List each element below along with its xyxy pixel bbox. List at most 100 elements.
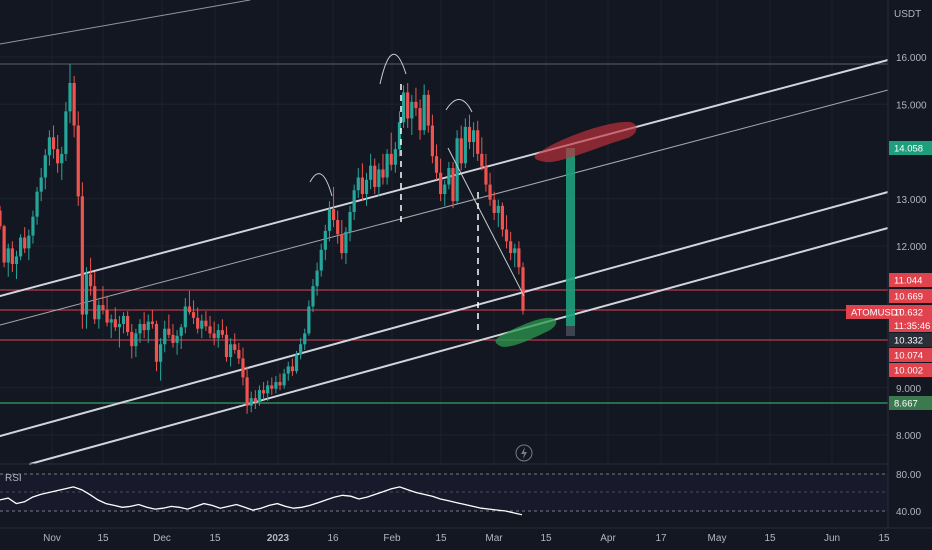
price-tag-10632[interactable] bbox=[889, 305, 932, 319]
symbol-tag[interactable] bbox=[846, 305, 889, 319]
candle-body bbox=[418, 108, 422, 131]
x-tick-label: 17 bbox=[655, 533, 667, 544]
x-tick-label: Feb bbox=[383, 533, 401, 544]
y-tick-label: 9.000 bbox=[896, 384, 921, 395]
red-target-zone[interactable] bbox=[534, 121, 637, 163]
candle-body bbox=[0, 210, 2, 227]
lightning-icon[interactable] bbox=[515, 444, 533, 462]
candle-body bbox=[14, 256, 19, 264]
candle-body bbox=[492, 199, 496, 213]
candle-body bbox=[126, 315, 130, 332]
candle-body bbox=[286, 366, 290, 374]
candle-body bbox=[311, 286, 315, 307]
level-tag-10332[interactable] bbox=[889, 333, 932, 347]
candle-body bbox=[80, 196, 84, 315]
price-tag-10074-label: 10.074 bbox=[894, 351, 923, 362]
countdown-label: 11:35:46 bbox=[894, 321, 930, 332]
channel-line-bottom[interactable] bbox=[29, 227, 889, 465]
candle-body bbox=[245, 377, 249, 406]
candle-body bbox=[76, 125, 80, 197]
candle-body bbox=[220, 330, 224, 335]
candle-body bbox=[56, 149, 60, 164]
candle-body bbox=[389, 153, 393, 165]
candle-body bbox=[270, 385, 274, 389]
y-tick-label: 8.000 bbox=[896, 431, 921, 442]
candle-body bbox=[163, 328, 167, 345]
candle-body bbox=[348, 211, 352, 232]
candle-body bbox=[109, 319, 113, 323]
y-tick-label: 12.000 bbox=[896, 242, 927, 253]
rsi-pane bbox=[0, 465, 888, 529]
candle-body bbox=[397, 122, 402, 150]
x-tick-label: Jun bbox=[824, 533, 840, 544]
candle-body bbox=[261, 390, 266, 394]
price-tag-10002-label: 10.002 bbox=[894, 366, 923, 377]
y-tick-label: 13.000 bbox=[896, 195, 927, 206]
target-bar-base bbox=[566, 326, 575, 336]
candle-body bbox=[484, 166, 488, 185]
candle-body bbox=[307, 306, 311, 334]
target-bar[interactable] bbox=[566, 148, 575, 326]
green-entry-zone[interactable] bbox=[495, 317, 557, 347]
candle-body bbox=[352, 190, 356, 212]
level-tag-10669-label: 10.669 bbox=[894, 292, 923, 303]
candle-body bbox=[377, 169, 381, 187]
price-tag-10074[interactable] bbox=[889, 348, 932, 362]
channel-line-lower[interactable] bbox=[0, 191, 889, 437]
candle-body bbox=[360, 177, 364, 195]
x-tick-label: Apr bbox=[600, 533, 616, 544]
candle-body bbox=[319, 249, 323, 271]
candle-body bbox=[294, 354, 299, 372]
candle-body bbox=[336, 220, 340, 235]
candle-body bbox=[303, 333, 307, 345]
channel-line-upper[interactable] bbox=[0, 59, 889, 297]
price-tags[interactable]: 11.044 10.669 10.332 8.667 14.058 10.632ATOMU… bbox=[846, 141, 932, 410]
candle-body bbox=[455, 138, 459, 202]
candle-body bbox=[175, 335, 179, 343]
candle-body bbox=[410, 101, 414, 119]
level-tag-11044[interactable] bbox=[889, 273, 932, 287]
level-tag-10669[interactable] bbox=[889, 289, 932, 303]
candle-body bbox=[200, 320, 204, 329]
price-tag-14058[interactable] bbox=[889, 141, 932, 155]
candle-body bbox=[64, 111, 68, 154]
x-tick-label: 15 bbox=[209, 533, 221, 544]
level-tag-10332-label: 10.332 bbox=[894, 336, 923, 347]
candle-body bbox=[47, 137, 52, 156]
candle-body bbox=[480, 153, 484, 167]
candle-body bbox=[10, 248, 14, 264]
channel-line-mid[interactable] bbox=[0, 89, 889, 326]
candle-body bbox=[191, 312, 196, 318]
x-tick-label: 2023 bbox=[267, 533, 290, 544]
x-tick-label: 15 bbox=[540, 533, 552, 544]
candle-body bbox=[23, 237, 27, 249]
price-tag-10002[interactable] bbox=[889, 363, 932, 377]
candle-body bbox=[430, 125, 435, 157]
level-tag-8667-label: 8.667 bbox=[894, 399, 918, 410]
channel-lines[interactable] bbox=[0, 0, 889, 465]
symbol-tag-label: ATOMUSDT bbox=[851, 308, 904, 319]
candle-body bbox=[504, 229, 509, 242]
candle-body bbox=[121, 315, 126, 324]
candle-body bbox=[443, 184, 447, 195]
candle-body bbox=[6, 248, 10, 263]
candle-body bbox=[253, 398, 257, 402]
candle-body bbox=[463, 126, 467, 164]
candle-body bbox=[401, 92, 406, 123]
candle-body bbox=[369, 165, 373, 180]
channel-line-top-thin[interactable] bbox=[0, 0, 251, 45]
x-tick-label: Nov bbox=[43, 533, 61, 544]
level-tag-8667[interactable] bbox=[889, 396, 932, 410]
candle-body bbox=[117, 323, 122, 328]
candle-body bbox=[439, 172, 443, 195]
candle-body bbox=[60, 153, 64, 164]
candle-body bbox=[274, 382, 278, 389]
candle-body bbox=[344, 231, 348, 254]
candle-body bbox=[68, 82, 72, 112]
x-tick-label: 15 bbox=[878, 533, 890, 544]
candle-body bbox=[249, 398, 253, 406]
candle-body bbox=[35, 191, 39, 217]
candle-body bbox=[171, 334, 175, 343]
